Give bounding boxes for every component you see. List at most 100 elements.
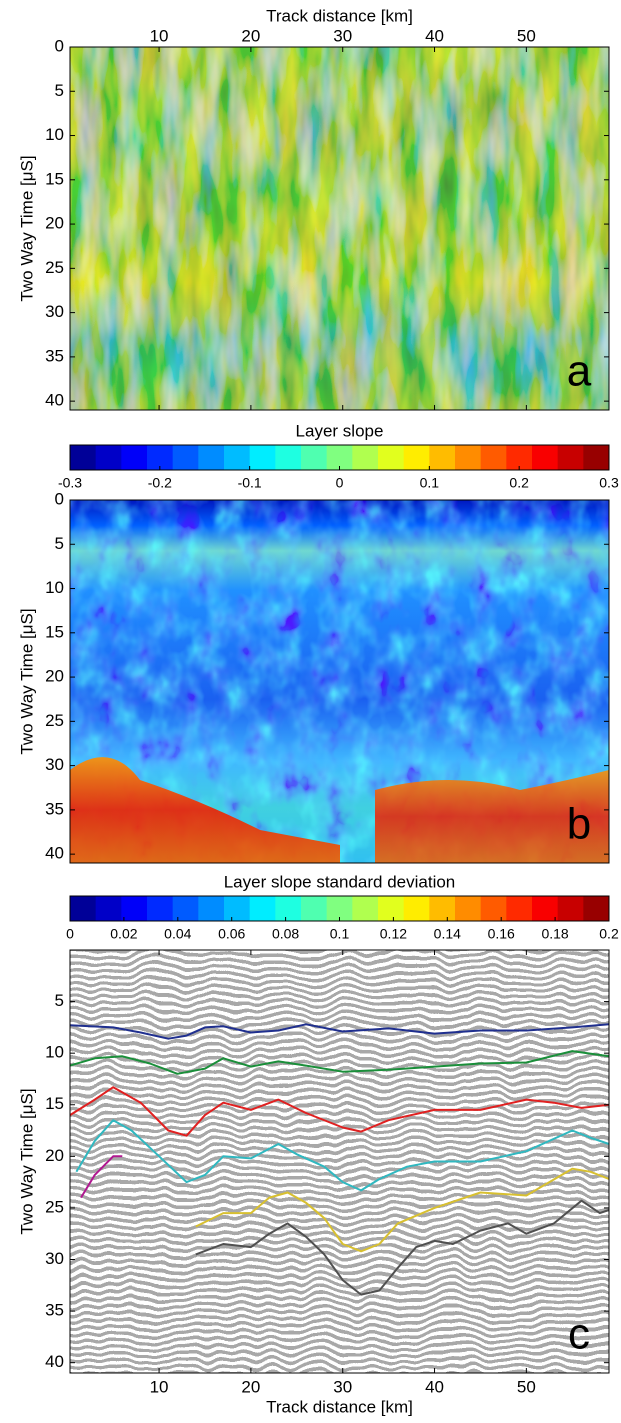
y-tick-label: 40 (45, 1352, 64, 1371)
radargram (70, 950, 609, 1373)
colorbar-swatch (172, 896, 199, 921)
colorbar-swatch (506, 896, 533, 921)
colorbar-swatch (198, 445, 225, 470)
colorbar-swatch (403, 445, 430, 470)
colorbar-swatch (378, 445, 405, 470)
y-tick-label: 0 (55, 489, 64, 508)
colorbar-swatch (326, 896, 353, 921)
layer-line (69, 1086, 610, 1137)
y-tick-label: 30 (45, 755, 64, 774)
colorbar-tick-label: 0.3 (599, 475, 619, 491)
y-axis-title: Two Way Time [μS] (17, 155, 36, 301)
colorbar-swatch (326, 445, 353, 470)
colorbar-swatch (249, 896, 276, 921)
colorbar-swatch (557, 445, 584, 470)
colorbar-tick-label: 0 (336, 475, 344, 491)
colorbar-title: Layer slope standard deviation (224, 872, 456, 891)
panel-label: a (567, 347, 592, 396)
colorbar-tick-label: 0.16 (488, 926, 515, 942)
colorbar-swatch (301, 896, 328, 921)
colorbar-swatch (455, 445, 482, 470)
layer-line (75, 1119, 610, 1192)
colorbar-swatch (224, 445, 251, 470)
y-tick-label: 0 (55, 36, 64, 55)
x-tick-label: 10 (150, 1377, 169, 1396)
colorbar-tick-label: 0 (66, 926, 74, 942)
colorbar-swatch (352, 445, 379, 470)
y-tick-label: 30 (45, 1249, 64, 1268)
colorbar-tick-label: -0.1 (238, 475, 262, 491)
panel-label: b (567, 800, 591, 849)
x-axis-title: Track distance [km] (266, 6, 413, 25)
colorbar-swatch (583, 445, 610, 470)
colorbar-swatch (301, 445, 328, 470)
colorbar-tick-label: 0.08 (272, 926, 299, 942)
colorbar-swatch (172, 445, 199, 470)
y-tick-label: 20 (45, 214, 64, 233)
x-tick-label: 30 (333, 26, 352, 45)
y-tick-label: 25 (45, 711, 64, 730)
y-tick-label: 35 (45, 346, 64, 365)
y-tick-label: 10 (45, 125, 64, 144)
y-tick-label: 10 (45, 1043, 64, 1062)
plot-frame (69, 499, 610, 864)
colorbar-tick-label: 0.1 (420, 475, 440, 491)
colorbar-swatch (147, 896, 174, 921)
y-tick-label: 15 (45, 1094, 64, 1113)
x-tick-label: 30 (333, 1377, 352, 1396)
y-tick-label: 15 (45, 622, 64, 641)
colorbar-title: Layer slope (296, 421, 384, 440)
layer-line (195, 1199, 610, 1296)
layer-line (69, 1023, 610, 1040)
panel-label: c (568, 1310, 590, 1359)
colorbar-tick-label: 0.1 (330, 926, 350, 942)
colorbar-swatch (121, 896, 148, 921)
x-tick-label: 40 (425, 26, 444, 45)
x-tick-label: 20 (241, 1377, 260, 1396)
y-tick-label: 35 (45, 799, 64, 818)
colorbar-swatch (506, 445, 533, 470)
colorbar-swatch (403, 896, 430, 921)
colorbar-swatch (378, 896, 405, 921)
colorbar-tick-label: 0.2 (599, 926, 619, 942)
colorbar-swatch (224, 896, 251, 921)
y-tick-label: 20 (45, 667, 64, 686)
y-tick-label: 30 (45, 302, 64, 321)
y-tick-label: 40 (45, 844, 64, 863)
y-tick-label: 25 (45, 258, 64, 277)
x-tick-label: 20 (241, 26, 260, 45)
colorbar-swatch (95, 896, 122, 921)
y-tick-label: 5 (55, 534, 64, 553)
colorbar-tick-label: 0.18 (541, 926, 568, 942)
y-tick-label: 5 (55, 991, 64, 1010)
colorbar-swatch (121, 445, 148, 470)
colorbar-tick-label: -0.3 (58, 475, 82, 491)
colorbar-swatch (429, 896, 456, 921)
y-tick-label: 10 (45, 578, 64, 597)
x-tick-label: 10 (150, 26, 169, 45)
y-tick-label: 40 (45, 391, 64, 410)
colorbar-swatch (455, 896, 482, 921)
colorbar-swatch (249, 445, 276, 470)
layer-line (69, 1050, 610, 1075)
colorbar-swatch (352, 896, 379, 921)
colorbar-tick-label: -0.2 (148, 475, 172, 491)
colorbar-swatch (70, 896, 97, 921)
x-tick-label: 50 (517, 26, 536, 45)
colorbar-swatch (480, 445, 507, 470)
y-tick-label: 15 (45, 169, 64, 188)
colorbar-swatch (557, 896, 584, 921)
y-tick-label: 20 (45, 1146, 64, 1165)
colorbar-swatch (532, 896, 559, 921)
colorbar-tick-label: 0.2 (509, 475, 529, 491)
x-tick-label: 40 (425, 1377, 444, 1396)
colorbar-tick-label: 0.14 (434, 926, 461, 942)
heatmap-a (70, 47, 609, 410)
plot-frame (69, 46, 610, 411)
colorbar-swatch (70, 445, 97, 470)
colorbar-swatch (480, 896, 507, 921)
colorbar-swatch (429, 445, 456, 470)
y-axis-title: Two Way Time [μS] (17, 608, 36, 754)
colorbar-swatch (147, 445, 174, 470)
